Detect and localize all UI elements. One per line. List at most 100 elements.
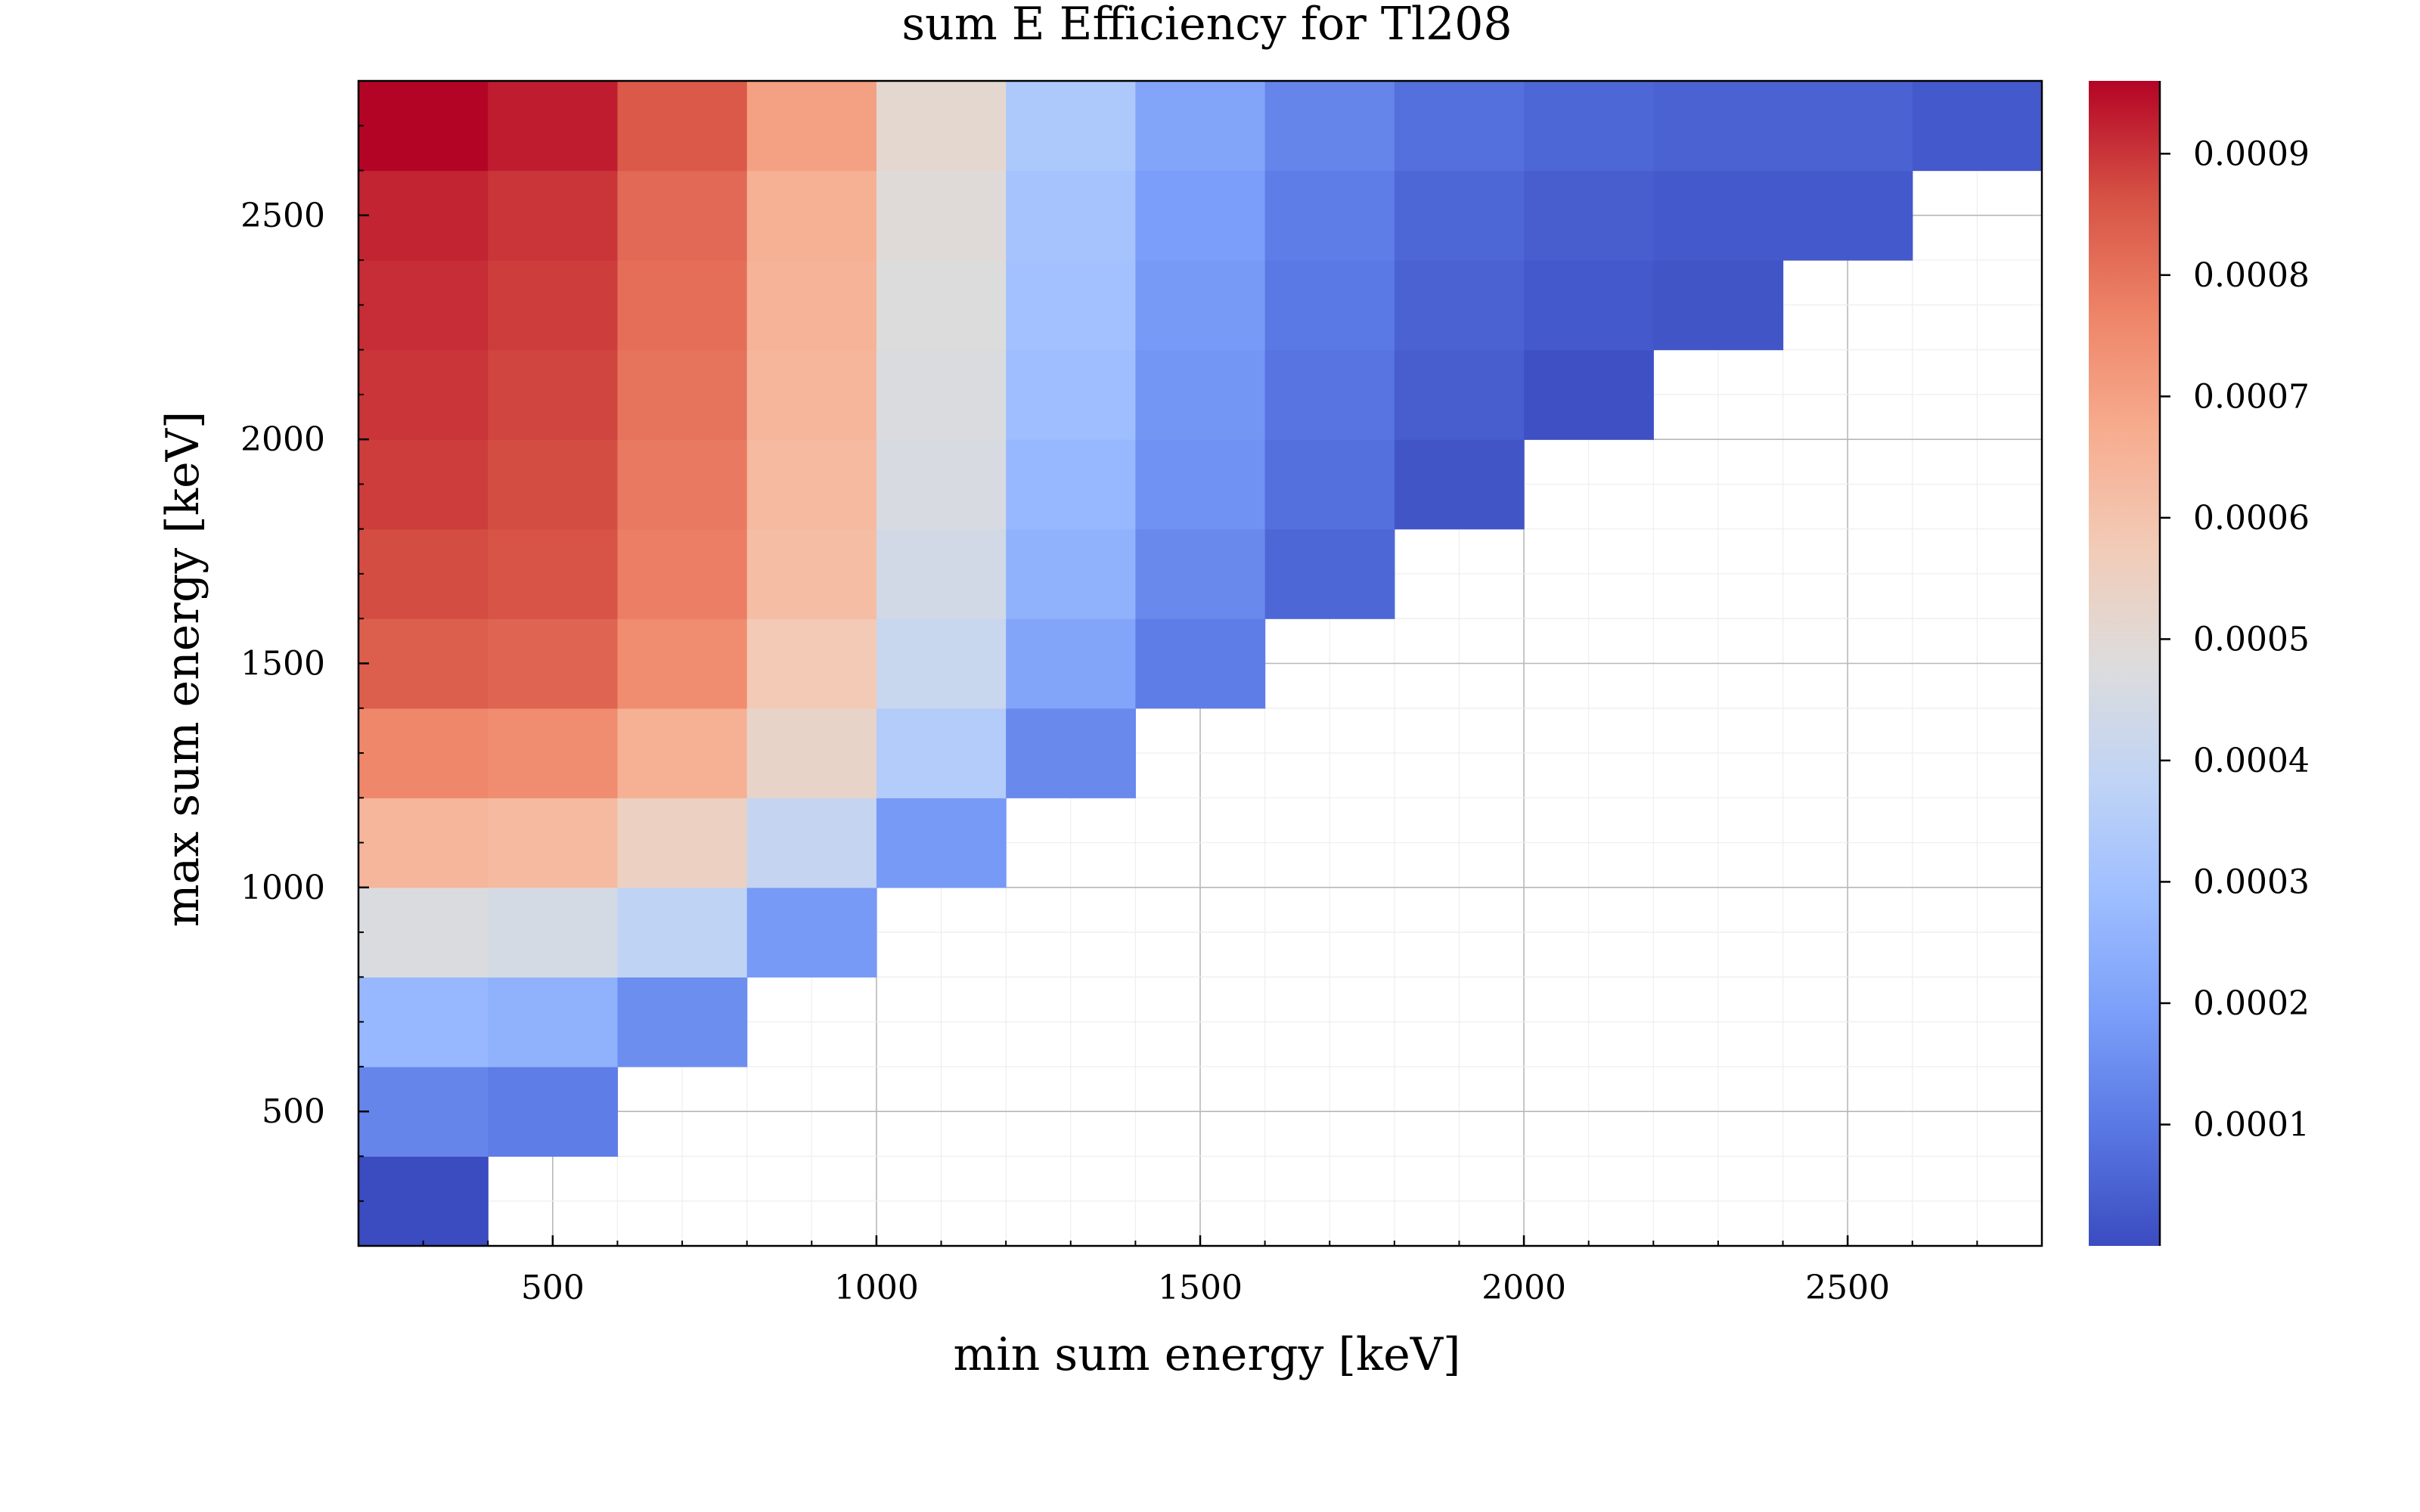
heatmap-cell <box>876 528 1007 619</box>
heatmap-cell <box>358 528 489 619</box>
colorbar-tick-label: 0.0003 <box>2193 863 2310 901</box>
heatmap-cell <box>1264 260 1395 351</box>
heatmap-cell <box>746 708 877 798</box>
heatmap-cell <box>746 260 877 351</box>
heatmap-cell <box>1135 81 1266 172</box>
heatmap-cell <box>1653 81 1784 172</box>
x-axis-ticks: 500 1000 1500 2000 2500 <box>422 1235 1978 1307</box>
heatmap-cell <box>1006 81 1136 172</box>
heatmap-cell <box>1264 81 1395 172</box>
heatmap-cell <box>1135 439 1266 530</box>
heatmap-cell <box>617 528 748 619</box>
heatmap-cell <box>488 1066 619 1157</box>
heatmap-cell <box>488 618 619 709</box>
heatmap-cell <box>1912 81 2043 172</box>
y-axis-label: max sum energy [keV] <box>157 411 209 928</box>
heatmap-cell <box>1264 349 1395 440</box>
heatmap-cell <box>617 81 748 172</box>
heatmap-cell <box>617 439 748 530</box>
heatmap-cell <box>1264 439 1395 530</box>
x-tick-label: 1000 <box>834 1269 919 1307</box>
colorbar-tick-label: 0.0002 <box>2193 984 2310 1023</box>
y-tick-label: 1500 <box>240 645 325 683</box>
heatmap-cell <box>358 170 489 261</box>
heatmap-cell <box>1135 260 1266 351</box>
x-tick-label: 2000 <box>1481 1269 1566 1307</box>
heatmap-cell <box>1394 349 1525 440</box>
y-tick-label: 2500 <box>240 197 325 235</box>
heatmap-cell <box>746 170 877 261</box>
heatmap-cell <box>488 528 619 619</box>
heatmap-cell <box>876 170 1007 261</box>
heatmap-cell <box>1006 170 1136 261</box>
heatmap-cell <box>358 81 489 172</box>
heatmap-cell <box>358 1156 489 1247</box>
heatmap-cell <box>1006 349 1136 440</box>
heatmap-cell <box>876 708 1007 798</box>
heatmap-cell <box>746 349 877 440</box>
heatmap-cell <box>1135 528 1266 619</box>
heatmap-cell <box>876 439 1007 530</box>
heatmap-cell <box>488 260 619 351</box>
heatmap-cell <box>488 439 619 530</box>
heatmap-cell <box>876 349 1007 440</box>
heatmap-cell <box>1006 260 1136 351</box>
heatmap-cell <box>358 618 489 709</box>
heatmap-cell <box>746 439 877 530</box>
heatmap-cell <box>488 977 619 1067</box>
heatmap-cell <box>1524 170 1654 261</box>
heatmap-cell <box>617 170 748 261</box>
heatmap-cell <box>1524 349 1654 440</box>
heatmap-cell <box>617 618 748 709</box>
heatmap-cell <box>358 708 489 798</box>
heatmap-cell <box>617 349 748 440</box>
heatmap-cell <box>1653 170 1784 261</box>
colorbar-ticks: 0.0001 0.0002 0.0003 0.0004 0.0005 0.0006 0.00… <box>2158 81 2310 1246</box>
heatmap-cell <box>1006 528 1136 619</box>
heatmap-cell <box>1782 81 1913 172</box>
heatmap-cell <box>1394 260 1525 351</box>
heatmap-cell <box>1006 439 1136 530</box>
y-tick-label: 1000 <box>240 869 325 907</box>
heatmap-cell <box>746 798 877 888</box>
heatmap-cell <box>1135 618 1266 709</box>
heatmap-cell <box>1135 170 1266 261</box>
heatmap-cell <box>1394 81 1525 172</box>
y-tick-label: 500 <box>262 1092 325 1131</box>
heatmap-cell <box>358 887 489 978</box>
heatmap-cell <box>617 708 748 798</box>
heatmap-cell <box>1524 81 1654 172</box>
colorbar-tick-label: 0.0007 <box>2193 377 2310 416</box>
heatmap-cell <box>358 977 489 1067</box>
heatmap-cell <box>358 798 489 888</box>
heatmap-cell <box>876 81 1007 172</box>
heatmap-cell <box>488 81 619 172</box>
heatmap-cell <box>1006 618 1136 709</box>
heatmap-cell <box>1264 170 1395 261</box>
heatmap-cell <box>1394 439 1525 530</box>
heatmap-cell <box>746 618 877 709</box>
colorbar-tick-label: 0.0005 <box>2193 620 2310 658</box>
heatmap-cell <box>1653 260 1784 351</box>
heatmap-cell <box>358 349 489 440</box>
heatmap-cell <box>1394 170 1525 261</box>
heatmap-cell <box>617 260 748 351</box>
heatmap-cell <box>746 528 877 619</box>
heatmap-cell <box>1135 349 1266 440</box>
heatmap-cell <box>746 81 877 172</box>
x-tick-label: 500 <box>521 1269 585 1307</box>
heatmap-cell <box>876 618 1007 709</box>
heatmap-cell <box>617 977 748 1067</box>
heatmap-cell <box>1524 260 1654 351</box>
heatmap-cell <box>1264 528 1395 619</box>
colorbar-tick-label: 0.0009 <box>2193 135 2310 173</box>
x-tick-label: 1500 <box>1158 1269 1243 1307</box>
heatmap-cell <box>488 170 619 261</box>
heatmap-cell <box>358 1066 489 1157</box>
heatmap-cell <box>358 260 489 351</box>
heatmap-cell <box>876 260 1007 351</box>
heatmap-cell <box>488 798 619 888</box>
heatmap-cell <box>617 887 748 978</box>
colorbar-tick-label: 0.0006 <box>2193 499 2310 538</box>
